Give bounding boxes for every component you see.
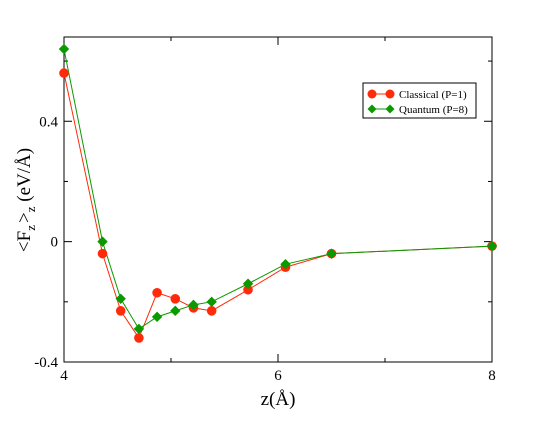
series-1-point — [242, 278, 254, 289]
series-1-point — [326, 248, 337, 259]
legend-marker-classical-2 — [385, 89, 395, 99]
series-1-point — [133, 323, 145, 335]
y-tick-label: 0.4 — [39, 114, 58, 130]
series-0-point — [115, 306, 126, 316]
series-1-point — [188, 299, 199, 311]
series-1-point — [58, 43, 70, 55]
y-axis-label-sub2: z — [23, 206, 38, 212]
y-axis-label: <Fz>z (eV/Å) — [14, 148, 38, 252]
legend-label-quantum: Quantum (P=8) — [399, 104, 468, 116]
x-axis-label: z(Å) — [261, 389, 296, 410]
series-1-point — [151, 311, 163, 323]
x-tick-label: 4 — [60, 368, 68, 384]
series-1-point — [486, 240, 498, 252]
series-line-0 — [63, 73, 493, 339]
series-line-1 — [63, 48, 493, 330]
series-0-point — [206, 306, 217, 316]
legend-box — [362, 82, 477, 119]
legend-marker-quantum-1 — [367, 104, 377, 114]
y-axis-label-sub1: z — [23, 225, 38, 231]
y-axis-label-unit: (eV/Å) — [14, 148, 35, 207]
legend-marker-quantum-2 — [385, 104, 395, 114]
series-0-point — [243, 284, 253, 295]
y-axis-label-mid: > — [14, 212, 35, 223]
x-tick-label: 8 — [488, 368, 496, 384]
series-1-point — [206, 296, 217, 308]
y-tick-label: 0 — [51, 235, 59, 251]
legend-marker-classical-1 — [367, 89, 377, 99]
series-1-point — [115, 293, 126, 305]
series-0-point — [134, 333, 144, 343]
series-1-point — [280, 258, 291, 270]
series-1-point — [170, 305, 181, 317]
series-0-point — [59, 68, 69, 78]
series-0-point — [170, 294, 181, 304]
series-0-point — [97, 248, 108, 259]
legend: Classical (P=1) Quantum (P=8) — [362, 82, 477, 119]
y-tick-label: -0.4 — [34, 355, 58, 371]
y-axis-label-main: <F — [14, 231, 35, 252]
series-0-point — [152, 287, 162, 298]
ticks: 4 6 8 -0.4 0 0.4 — [34, 37, 496, 384]
x-tick-label: 6 — [274, 368, 282, 384]
series-1-point — [97, 236, 108, 247]
series-layer — [58, 43, 498, 343]
legend-label-classical: Classical (P=1) — [399, 89, 467, 101]
